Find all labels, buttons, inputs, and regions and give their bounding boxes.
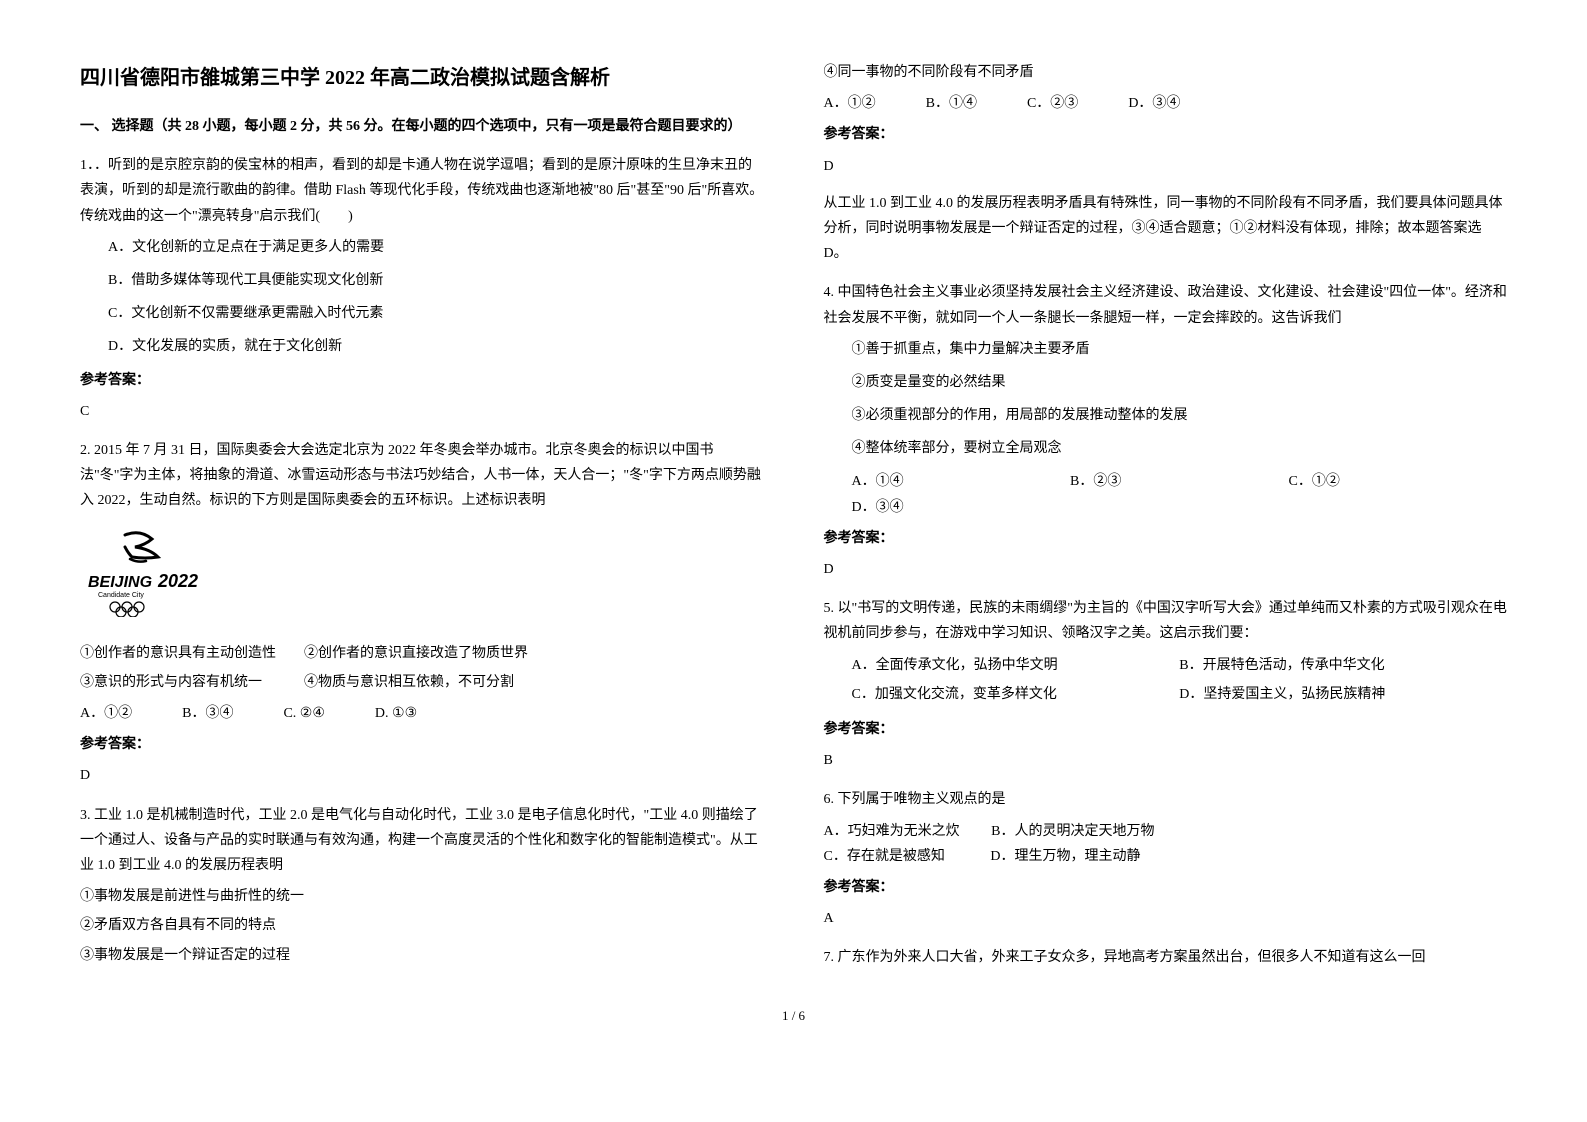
sub-item: ①创作者的意识具有主动创造性 ②创作者的意识直接改造了物质世界: [80, 641, 764, 666]
section-header: 一、 选择题（共 28 小题，每小题 2 分，共 56 分。在每小题的四个选项中…: [80, 114, 764, 139]
sub-item: ④同一事物的不同阶段有不同矛盾: [824, 60, 1508, 85]
options-row: A．①② B．①④ C．②③ D．③④: [824, 91, 1508, 116]
options-block: A．文化创新的立足点在于满足更多人的需要 B．借助多媒体等现代工具便能实现文化创…: [80, 235, 764, 360]
logo-svg: BEIJING 2022 Candidate City: [80, 527, 210, 617]
options-block: A．全面传承文化，弘扬中华文明 B．开展特色活动，传承中华文化 C．加强文化交流…: [824, 653, 1508, 711]
question-6: 6. 下列属于唯物主义观点的是 A．巧妇难为无米之炊 B．人的灵明决定天地万物 …: [824, 787, 1508, 931]
option-a: A．巧妇难为无米之炊: [824, 824, 960, 839]
answer-value: D: [824, 154, 1508, 179]
option-a: A．全面传承文化，弘扬中华文明: [852, 653, 1180, 678]
option-d: D．③④: [1128, 91, 1180, 116]
question-7: 7. 广东作为外来人口大省，外来工子女众多，异地高考方案虽然出台，但很多人不知道…: [824, 945, 1508, 970]
option-c: C．①②: [1289, 469, 1508, 494]
question-1: 1．．听到的是京腔京韵的侯宝林的相声，看到的却是卡通人物在说学逗唱；看到的是原汁…: [80, 153, 764, 424]
question-4: 4. 中国特色社会主义事业必须坚持发展社会主义经济建设、政治建设、文化建设、社会…: [824, 280, 1508, 582]
question-3: 3. 工业 1.0 是机械制造时代，工业 2.0 是电气化与自动化时代，工业 3…: [80, 803, 764, 968]
option-a: A．①④: [852, 469, 1071, 494]
option-c: C．加强文化交流，变革多样文化: [852, 682, 1180, 707]
options-line-1: A．巧妇难为无米之炊 B．人的灵明决定天地万物: [824, 819, 1508, 844]
option-b: B．①④: [926, 91, 977, 116]
answer-value: D: [80, 763, 764, 788]
option-b: B．开展特色活动，传承中华文化: [1179, 653, 1507, 678]
answer-label: 参考答案：: [80, 368, 764, 393]
sub-item: ④整体统率部分，要树立全局观念: [852, 436, 1508, 461]
sub-item: ③必须重视部分的作用，用局部的发展推动整体的发展: [852, 403, 1508, 428]
answer-value: D: [824, 557, 1508, 582]
answer-label: 参考答案：: [824, 875, 1508, 900]
option-c: C．文化创新不仅需要继承更需融入时代元素: [108, 301, 764, 326]
answer-label: 参考答案：: [824, 122, 1508, 147]
option-c: C．②③: [1027, 91, 1078, 116]
question-text: 6. 下列属于唯物主义观点的是: [824, 787, 1508, 812]
options-row: A．①④ B．②③ C．①② D．③④: [824, 469, 1508, 519]
answer-label: 参考答案：: [80, 732, 764, 757]
left-column: 四川省德阳市雒城第三中学 2022 年高二政治模拟试题含解析 一、 选择题（共 …: [80, 60, 764, 984]
logo-stroke-icon: [125, 533, 158, 558]
sub-item: ①事物发展是前进性与曲折性的统一: [80, 884, 764, 909]
option-d: D．坚持爱国主义，弘扬民族精神: [1179, 682, 1507, 707]
right-column: ④同一事物的不同阶段有不同矛盾 A．①② B．①④ C．②③ D．③④ 参考答案…: [824, 60, 1508, 984]
option-b: B．人的灵明决定天地万物: [991, 824, 1154, 839]
sub-item: ②矛盾双方各自具有不同的特点: [80, 913, 764, 938]
question-3-continued: ④同一事物的不同阶段有不同矛盾 A．①② B．①④ C．②③ D．③④ 参考答案…: [824, 60, 1508, 266]
question-5: 5. 以"书写的文明传递，民族的未雨绸缪"为主旨的《中国汉字听写大会》通过单纯而…: [824, 596, 1508, 773]
options-line-2: C．存在就是被感知 D．理生万物，理主动静: [824, 844, 1508, 869]
question-2: 2. 2015 年 7 月 31 日，国际奥委会大会选定北京为 2022 年冬奥…: [80, 438, 764, 789]
sub-item: ③意识的形式与内容有机统一 ④物质与意识相互依赖，不可分割: [80, 670, 764, 695]
answer-label: 参考答案：: [824, 717, 1508, 742]
option-d: D．理生万物，理主动静: [990, 849, 1140, 864]
document-title: 四川省德阳市雒城第三中学 2022 年高二政治模拟试题含解析: [80, 60, 764, 96]
option-d: D．文化发展的实质，就在于文化创新: [108, 334, 764, 359]
option-d: D. ①③: [375, 701, 417, 726]
beijing-2022-logo: BEIJING 2022 Candidate City: [80, 527, 764, 626]
question-text: 4. 中国特色社会主义事业必须坚持发展社会主义经济建设、政治建设、文化建设、社会…: [824, 280, 1508, 330]
option-a: A．文化创新的立足点在于满足更多人的需要: [108, 235, 764, 260]
option-b: B．②③: [1070, 469, 1289, 494]
question-text: 1．．听到的是京腔京韵的侯宝林的相声，看到的却是卡通人物在说学逗唱；看到的是原汁…: [80, 153, 764, 229]
option-d: D．③④: [852, 495, 1508, 520]
explanation: 从工业 1.0 到工业 4.0 的发展历程表明矛盾具有特殊性，同一事物的不同阶段…: [824, 191, 1508, 267]
answer-value: B: [824, 748, 1508, 773]
option-a: A．①②: [824, 91, 876, 116]
question-text: 7. 广东作为外来人口大省，外来工子女众多，异地高考方案虽然出台，但很多人不知道…: [824, 945, 1508, 970]
answer-label: 参考答案：: [824, 526, 1508, 551]
option-b: B．③④: [182, 701, 233, 726]
option-a: A．①②: [80, 701, 132, 726]
question-text: 3. 工业 1.0 是机械制造时代，工业 2.0 是电气化与自动化时代，工业 3…: [80, 803, 764, 879]
sub-item: ③事物发展是一个辩证否定的过程: [80, 943, 764, 968]
answer-value: A: [824, 906, 1508, 931]
option-c: C. ②④: [283, 701, 324, 726]
option-b: B．借助多媒体等现代工具便能实现文化创新: [108, 268, 764, 293]
question-text: 5. 以"书写的文明传递，民族的未雨绸缪"为主旨的《中国汉字听写大会》通过单纯而…: [824, 596, 1508, 646]
page-footer: 1 / 6: [80, 1004, 1507, 1027]
logo-text-candidate: Candidate City: [98, 592, 144, 599]
option-c: C．存在就是被感知: [824, 849, 945, 864]
question-text: 2. 2015 年 7 月 31 日，国际奥委会大会选定北京为 2022 年冬奥…: [80, 438, 764, 514]
sub-item: ①善于抓重点，集中力量解决主要矛盾: [852, 337, 1508, 362]
sub-item: ②质变是量变的必然结果: [852, 370, 1508, 395]
page-container: 四川省德阳市雒城第三中学 2022 年高二政治模拟试题含解析 一、 选择题（共 …: [80, 60, 1507, 984]
options-row: A．①② B．③④ C. ②④ D. ①③: [80, 701, 764, 726]
sub-items-block: ①善于抓重点，集中力量解决主要矛盾 ②质变是量变的必然结果 ③必须重视部分的作用…: [824, 337, 1508, 462]
logo-text-year: 2022: [157, 571, 198, 591]
logo-text-beijing: BEIJING: [88, 574, 152, 591]
answer-value: C: [80, 399, 764, 424]
